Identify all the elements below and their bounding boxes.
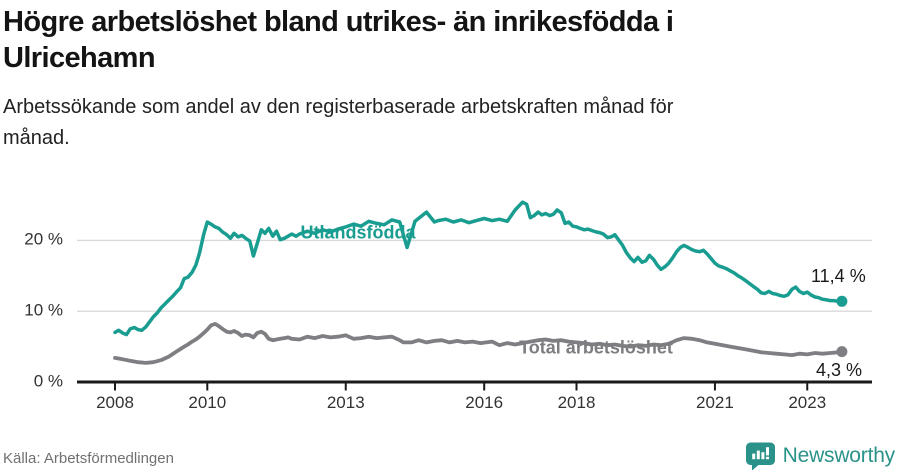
page-subtitle-line2: månad. [3,127,70,149]
series-label-total-arbetsloshet: Total arbetslöshet [519,337,673,358]
page-title: Högre arbetslöshet bland utrikes- än inr… [3,4,893,76]
x-axis-labels: 2008 2010 2013 2016 2018 2021 2023 [0,393,900,415]
x-tick-label: 2023 [788,393,827,412]
y-tick-label: 20 % [24,229,63,249]
page-title-line2: Ulricehamn [3,42,156,74]
x-tick-label: 2008 [96,393,134,412]
end-value-label-total: 4,3 % [816,360,863,380]
page-subtitle-line1: Arbetssökande som andel av den registerb… [3,96,674,118]
newsworthy-bubble-chart-icon [745,441,776,471]
x-tick-label: 2013 [326,393,365,412]
brand-name: Newsworthy [782,444,896,467]
y-tick-label: 0 % [33,371,63,391]
x-tick-label: 2010 [188,393,227,412]
source-note: Källa: Arbetsförmedlingen [3,450,174,467]
y-tick-label: 10 % [24,300,63,320]
y-axis-labels: 0 % 10 % 20 % [0,0,63,420]
end-value-label-utlandsfodda: 11,4 % [811,266,866,286]
page-subtitle: Arbetssökande som andel av den registerb… [3,92,863,154]
x-tick-label: 2016 [465,393,504,412]
series-line-total [113,322,844,365]
x-tick-label: 2021 [696,393,734,412]
brand-logo: Newsworthy [745,440,895,472]
series-line-utlandsfodda [113,200,844,337]
series-end-dot-total [836,346,848,358]
x-tick-label: 2018 [557,393,596,412]
page-title-line1: Högre arbetslöshet bland utrikes- än inr… [3,6,674,38]
series-end-dot-utlandsfodda [836,295,848,307]
series-label-utlandsfodda: Utlandsfödda [300,222,416,243]
